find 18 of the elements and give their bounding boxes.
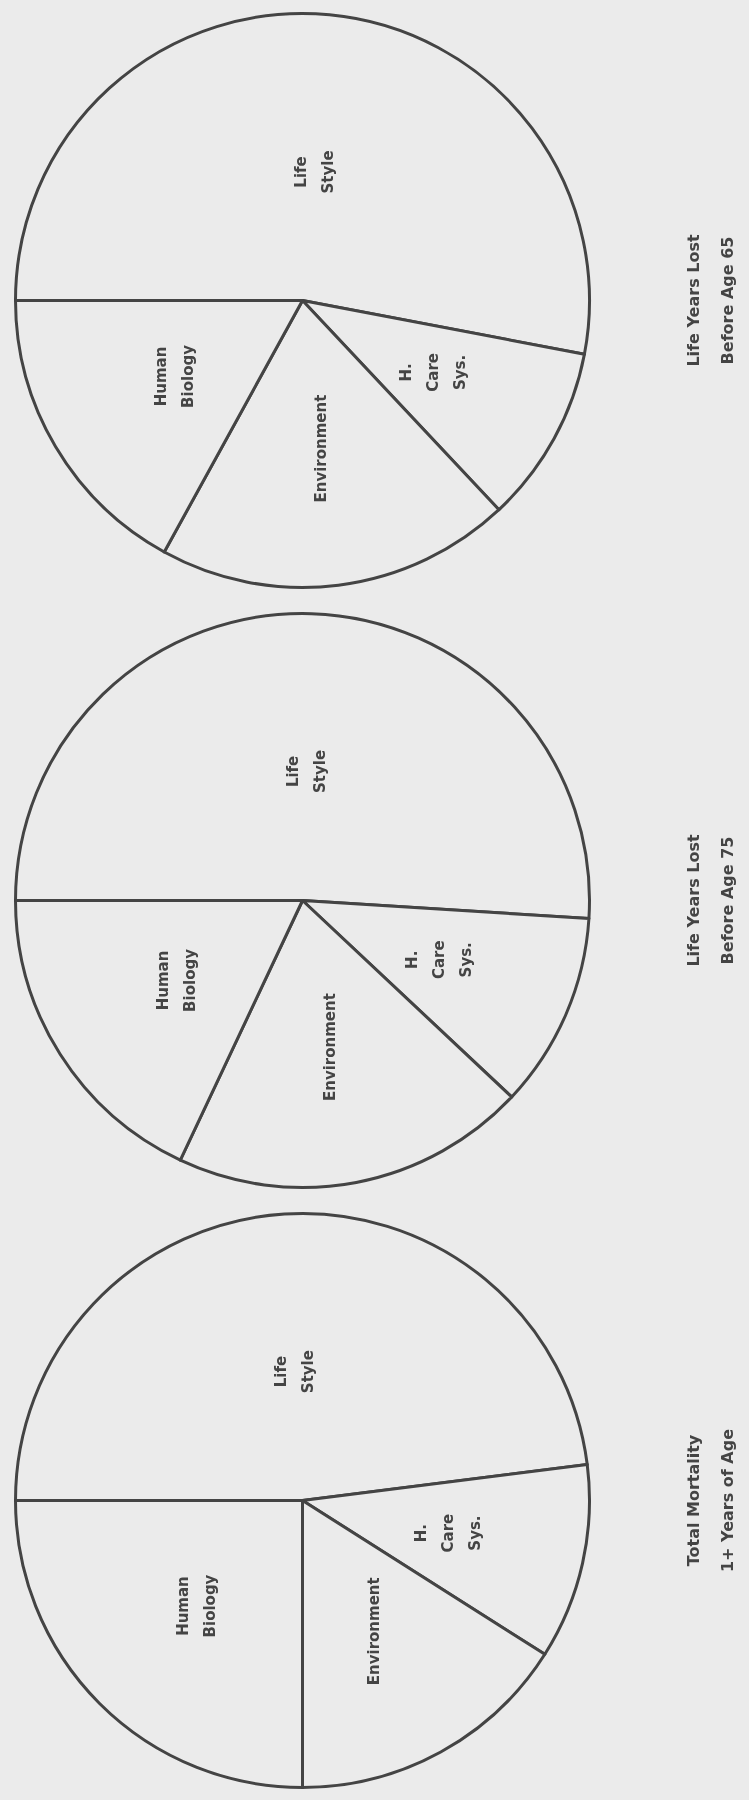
text: Total Mortality bbox=[684, 1434, 703, 1567]
text: Before Age 75 bbox=[718, 836, 737, 965]
slice-label: H. Care Sys. bbox=[403, 940, 476, 980]
slice-label: Human Biology bbox=[174, 1574, 220, 1638]
slice-label: Environment bbox=[321, 993, 340, 1102]
slice-label: Life Style bbox=[284, 749, 330, 793]
slice-label: Human Biology bbox=[151, 344, 197, 408]
slice-label: Environment bbox=[365, 1577, 384, 1686]
slice-label: H. Care Sys. bbox=[397, 353, 470, 392]
text: Before Age 65 bbox=[718, 236, 737, 365]
text: Life Years Lost bbox=[684, 834, 703, 967]
text: 1+ Years of Age bbox=[718, 1428, 737, 1573]
text: Life Years Lost bbox=[684, 234, 703, 367]
slice-label: Life Style bbox=[271, 1350, 317, 1394]
slice-label: Life Style bbox=[292, 150, 338, 194]
slice-label: Environment bbox=[312, 394, 331, 503]
slice-label: Human Biology bbox=[153, 948, 199, 1012]
slice-label: H. Care Sys. bbox=[412, 1513, 485, 1553]
